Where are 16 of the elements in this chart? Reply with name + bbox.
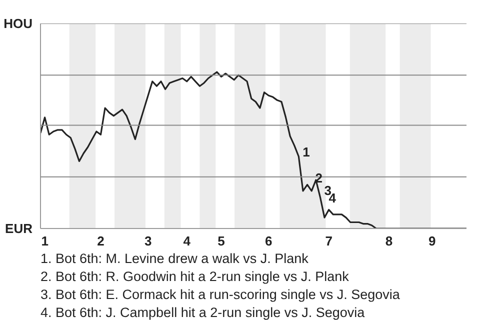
x-tick-label: 9 [428,234,436,248]
x-tick-label: 7 [325,234,332,248]
x-tick-label: 2 [97,234,104,248]
text: 1. Bot 6th: M. Levine drew a walk vs J. Plank [40,251,309,266]
text: EUR [5,221,34,236]
x-tick-label: 8 [385,234,393,248]
annotation: 1 [302,144,310,160]
x-tick-label: 4 [183,234,192,248]
text: 4. Bot 6th: J. Campbell hit a 2-run single vs J. Segovia [40,305,366,320]
x-tick-label: 6 [264,234,272,248]
text: 3. Bot 6th: E. Cormack hit a run-scoring single vs J. Segovia [40,287,400,302]
text: 2. Bot 6th: R. Goodwin hit a 2-run single vs J. Plank [40,269,350,284]
x-tick-label: 5 [218,234,225,248]
x-tick-label: 1 [41,234,48,248]
text: HOU [4,16,32,31]
x-tick-label: 3 [144,234,152,248]
